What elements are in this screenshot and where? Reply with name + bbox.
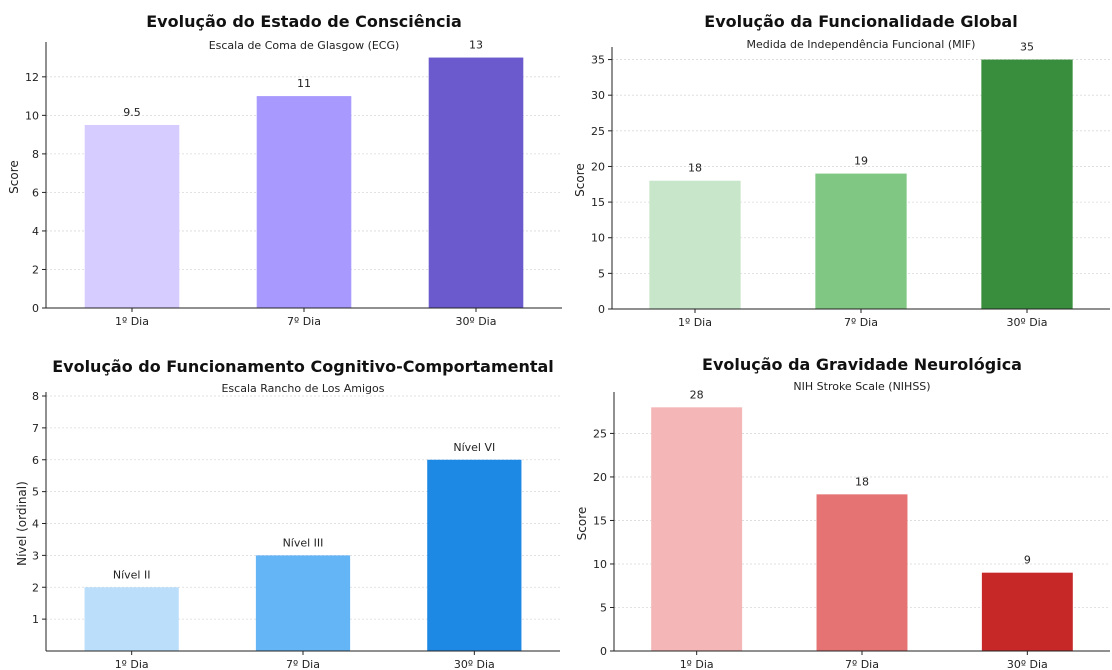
bar <box>84 587 179 651</box>
y-tick-label: 6 <box>32 454 39 467</box>
chart-title: Evolução da Gravidade Neurológica <box>702 355 1022 374</box>
y-tick-label: 4 <box>32 225 39 238</box>
data-label: 13 <box>469 39 483 52</box>
y-axis-label: Score <box>573 163 587 197</box>
chart-title: Evolução do Funcionamento Cognitivo-Comp… <box>52 357 554 376</box>
x-tick-label: 1º Dia <box>680 658 714 670</box>
x-tick-label: 7º Dia <box>286 658 320 670</box>
y-tick-label: 10 <box>25 109 39 122</box>
y-axis-label: Score <box>575 507 589 541</box>
y-tick-label: 35 <box>591 54 605 67</box>
y-axis-label: Score <box>7 160 21 194</box>
y-tick-label: 8 <box>32 148 39 161</box>
y-tick-label: 8 <box>32 390 39 403</box>
bar <box>651 407 743 651</box>
y-tick-label: 5 <box>598 267 605 280</box>
chart-panel-4: 0 5 10 15 20 25 28 1º Dia 18 7º Dia 9 30º Dia Evoluç… <box>575 355 1110 670</box>
x-tick-label: 30º Dia <box>454 658 495 670</box>
data-label: 35 <box>1020 41 1034 54</box>
data-label: 18 <box>688 162 702 175</box>
data-label: Nível III <box>283 536 324 549</box>
y-tick-label: 10 <box>593 558 607 571</box>
x-tick-label: 1º Dia <box>678 316 712 329</box>
data-label: 28 <box>690 388 704 401</box>
x-tick-label: 7º Dia <box>845 658 879 670</box>
y-tick-label: 3 <box>32 549 39 562</box>
chart-subtitle: Escala Rancho de Los Amigos <box>221 382 384 395</box>
bar <box>256 96 352 309</box>
x-tick-label: 30º Dia <box>1007 316 1048 329</box>
bar <box>84 124 180 308</box>
y-tick-label: 10 <box>591 232 605 245</box>
y-tick-label: 20 <box>591 160 605 173</box>
bar <box>815 173 907 309</box>
y-tick-label: 30 <box>591 89 605 102</box>
y-tick-label: 5 <box>32 486 39 499</box>
y-tick-label: 0 <box>598 303 605 316</box>
y-tick-label: 25 <box>591 125 605 138</box>
y-tick-label: 6 <box>32 186 39 199</box>
data-label: 19 <box>854 155 868 168</box>
chart-title: Evolução da Funcionalidade Global <box>704 12 1017 31</box>
y-tick-label: 20 <box>593 471 607 484</box>
bar <box>981 59 1073 309</box>
x-tick-label: 7º Dia <box>287 315 321 328</box>
y-tick-label: 0 <box>32 302 39 315</box>
bar <box>981 572 1073 651</box>
chart-panel-3: 1 2 3 4 5 6 7 8 Nível II 1º Dia Nível III 7º Dia Nív… <box>15 357 560 670</box>
bar <box>427 459 522 651</box>
y-tick-label: 5 <box>600 601 607 614</box>
y-tick-label: 0 <box>600 645 607 658</box>
y-tick-label: 7 <box>32 422 39 435</box>
data-label: Nível VI <box>453 441 495 454</box>
y-tick-label: 2 <box>32 581 39 594</box>
data-label: 9 <box>1024 554 1031 567</box>
data-label: 9.5 <box>123 106 141 119</box>
bar <box>428 57 524 308</box>
chart-panel-2: 0 5 10 15 20 25 30 35 18 1º Dia 19 7º Dia 35 30º Dia E… <box>573 12 1110 329</box>
data-label: 18 <box>855 475 869 488</box>
y-tick-label: 12 <box>25 71 39 84</box>
bar <box>255 555 351 651</box>
y-tick-label: 15 <box>591 196 605 209</box>
x-tick-label: 7º Dia <box>844 316 878 329</box>
chart-subtitle: NIH Stroke Scale (NIHSS) <box>793 380 930 393</box>
chart-title: Evolução do Estado de Consciência <box>146 12 462 31</box>
bar <box>816 494 908 651</box>
y-tick-label: 15 <box>593 514 607 527</box>
x-tick-label: 30º Dia <box>1007 658 1048 670</box>
x-tick-label: 30º Dia <box>456 315 497 328</box>
y-tick-label: 4 <box>32 518 39 531</box>
y-axis-label: Nível (ordinal) <box>15 481 29 566</box>
data-label: Nível II <box>113 568 151 581</box>
chart-subtitle: Medida de Independência Funcional (MIF) <box>747 38 976 51</box>
y-tick-label: 2 <box>32 263 39 276</box>
x-tick-label: 1º Dia <box>115 315 149 328</box>
bar <box>649 180 741 309</box>
y-tick-label: 1 <box>32 613 39 626</box>
x-tick-label: 1º Dia <box>115 658 149 670</box>
y-tick-label: 25 <box>593 427 607 440</box>
chart-panel-1: 0 2 4 6 8 10 12 9.5 1º Dia 11 7º Dia 13 30º Dia Evolu… <box>7 12 562 328</box>
chart-subtitle: Escala de Coma de Glasgow (ECG) <box>209 39 400 52</box>
data-label: 11 <box>297 77 311 90</box>
